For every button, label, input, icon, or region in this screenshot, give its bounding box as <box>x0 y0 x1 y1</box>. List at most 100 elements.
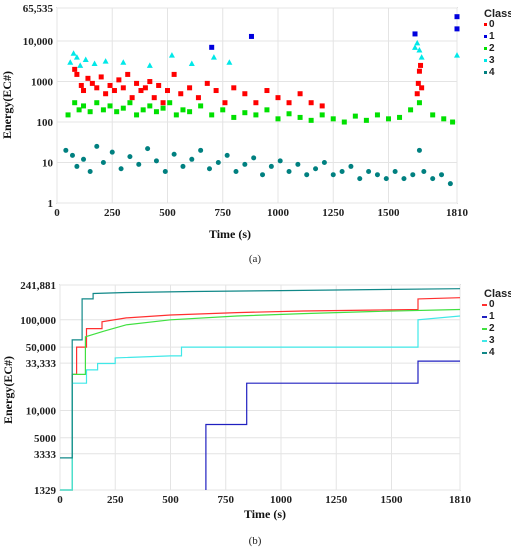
point-class-1 <box>209 44 215 50</box>
point-class-4 <box>87 168 93 174</box>
point-class-2 <box>120 105 126 111</box>
chart-b: 0 250 500 750 1000 1250 1500 1810 1329333350001… <box>1 280 511 547</box>
legend-title-b: Class <box>484 288 511 300</box>
point-class-4 <box>392 168 398 174</box>
point-class-0 <box>264 88 270 94</box>
point-class-3 <box>73 54 80 60</box>
x-tick-label-a: 250 <box>104 207 121 219</box>
point-class-0 <box>125 71 131 77</box>
point-class-0 <box>164 88 170 94</box>
y-tick-labels-b: 1329 3333 5000 10,000 33,333 50,000 100,000 241… <box>20 280 56 497</box>
point-class-2 <box>264 107 270 113</box>
point-class-2 <box>374 112 380 118</box>
point-class-2 <box>147 103 153 109</box>
x-tick-label-a: 1000 <box>267 207 290 219</box>
point-class-0 <box>98 74 104 80</box>
point-class-4 <box>383 176 389 182</box>
point-class-0 <box>319 103 325 109</box>
point-class-4 <box>286 168 292 174</box>
point-class-4 <box>224 152 230 158</box>
y-tick-label-b: 33,333 <box>26 358 57 370</box>
x-axis-label-a: Time (s) <box>209 227 251 241</box>
point-class-0 <box>222 100 228 106</box>
y-tick-label-a: 65,535 <box>23 3 54 15</box>
x-tick-label-b: 0 <box>57 494 63 506</box>
point-class-4 <box>430 176 436 182</box>
point-class-4 <box>136 161 142 167</box>
point-class-4 <box>410 172 416 178</box>
point-class-4 <box>295 161 301 167</box>
y-tick-label-b: 3333 <box>34 449 57 461</box>
point-class-2 <box>65 112 71 118</box>
point-class-1 <box>412 31 418 37</box>
x-tick-label-a: 1810 <box>446 207 469 219</box>
point-class-0 <box>253 100 259 106</box>
point-class-0 <box>142 85 148 91</box>
plot-area-b <box>59 284 461 491</box>
point-class-4 <box>330 172 336 178</box>
point-class-2 <box>94 100 100 106</box>
point-class-0 <box>308 100 314 106</box>
point-class-3 <box>70 50 77 56</box>
legend-swatch-4 <box>484 71 487 74</box>
x-tick-label-a: 500 <box>159 207 176 219</box>
point-class-2 <box>198 103 204 109</box>
legend-label-2: 2 <box>489 43 495 54</box>
chart-a: 0 250 500 750 1000 1250 1500 1810 110100100010,… <box>0 3 511 265</box>
caption-a: (a) <box>249 253 262 265</box>
point-class-4 <box>242 161 248 167</box>
point-class-2 <box>352 113 358 119</box>
point-class-4 <box>313 166 319 172</box>
x-tick-label-b: 750 <box>217 494 234 506</box>
point-class-2 <box>275 116 281 122</box>
point-class-3 <box>414 39 421 46</box>
point-class-0 <box>213 88 219 94</box>
point-class-4 <box>277 158 283 164</box>
point-class-1 <box>248 33 254 39</box>
point-class-4 <box>153 158 159 164</box>
point-class-2 <box>81 103 87 109</box>
point-class-0 <box>85 75 91 81</box>
point-class-4 <box>145 146 151 152</box>
point-class-4 <box>74 163 80 169</box>
y-tick-label-b: 10,000 <box>26 405 57 417</box>
point-class-4 <box>447 181 453 187</box>
point-class-2 <box>330 116 336 122</box>
line-class-1 <box>205 360 460 490</box>
point-class-0 <box>418 62 424 68</box>
point-class-2 <box>297 114 303 120</box>
point-class-2 <box>72 100 78 106</box>
x-tick-label-b: 500 <box>162 494 179 506</box>
point-class-2 <box>441 116 447 122</box>
point-class-4 <box>233 168 239 174</box>
point-class-4 <box>304 172 310 178</box>
point-class-2 <box>231 114 237 120</box>
point-class-3 <box>418 54 425 60</box>
point-class-0 <box>415 80 421 86</box>
legend-label-4: 4 <box>489 67 495 78</box>
point-class-0 <box>151 95 157 101</box>
point-class-0 <box>204 80 210 86</box>
point-class-1 <box>454 26 460 32</box>
y-tick-label-a: 100 <box>37 117 54 129</box>
point-class-4 <box>63 147 69 153</box>
point-class-4 <box>401 176 407 182</box>
point-class-2 <box>100 107 106 113</box>
legend-label-4: 4 <box>489 347 495 358</box>
point-class-2 <box>107 103 113 109</box>
point-class-0 <box>414 91 420 97</box>
point-class-4 <box>215 160 221 166</box>
point-class-4 <box>421 168 427 174</box>
point-class-3 <box>77 62 84 68</box>
x-tick-label-b: 1810 <box>449 494 472 506</box>
x-tick-label-b: 1250 <box>325 494 348 506</box>
point-class-4 <box>339 168 345 174</box>
x-tick-label-b: 1500 <box>380 494 403 506</box>
point-class-0 <box>195 95 201 101</box>
point-class-2 <box>319 112 325 118</box>
point-class-2 <box>180 107 186 113</box>
point-class-2 <box>140 107 146 113</box>
legend-swatch-1 <box>484 35 487 38</box>
point-class-0 <box>94 85 100 91</box>
